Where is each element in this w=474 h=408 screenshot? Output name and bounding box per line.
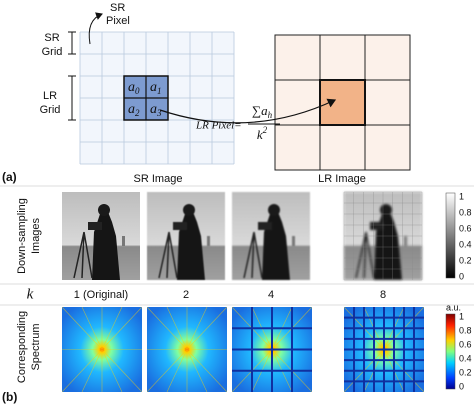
- cell-label: a0: [128, 80, 140, 96]
- colorbar-unit: a.u.: [446, 302, 461, 312]
- sr-grid: [79, 31, 235, 165]
- image-colorbar: [445, 192, 456, 279]
- formula-denominator: k2: [257, 125, 268, 142]
- sr-pixel-arrow: [88, 12, 103, 45]
- colorbar-tick-label: 0.2: [459, 367, 472, 377]
- lr-pixel: [320, 80, 365, 125]
- spectrum-image: [147, 307, 227, 392]
- sr-pixel-label: SR: [110, 2, 125, 14]
- down-sampled-image: [62, 192, 140, 280]
- spectrum-image: [62, 307, 142, 392]
- lr-grid-label: LR: [43, 90, 57, 102]
- row-label: Spectrum: [30, 323, 42, 370]
- down-sampled-image: [147, 192, 225, 280]
- lr-pixel-outline: [319, 79, 366, 126]
- column-label: 1 (Original): [74, 289, 128, 301]
- panels: 1 (Original) 2 4 8 1 0.8 0.6 0.4 0.2 0 1 0.8 0.6 0.4 0…: [62, 191, 472, 392]
- column-label: 8: [380, 289, 386, 301]
- cell-label: a3: [150, 102, 162, 118]
- colorbar-tick-label: 0.6: [459, 223, 472, 233]
- row-label: Images: [30, 217, 42, 254]
- spectrum-colorbar: [445, 313, 456, 390]
- sr-grid-label: SR: [44, 32, 59, 44]
- sr-grid-bracket: [68, 31, 76, 55]
- sr-pixel-label: Pixel: [106, 15, 130, 27]
- sr-image-label: SR Image: [134, 173, 183, 185]
- column-label: 4: [268, 289, 274, 301]
- colorbar-tick-label: 0.4: [459, 239, 472, 249]
- formula-numerator: ∑ah: [252, 103, 273, 120]
- colorbar-tick-label: 0.6: [459, 339, 472, 349]
- lr-grid-bracket: [68, 75, 76, 121]
- colorbar-tick-label: 0.8: [459, 207, 472, 217]
- mapping-arrow: [159, 98, 337, 124]
- formula-lhs: LR Pixel=: [195, 120, 242, 132]
- row-label: Down-sampling: [16, 198, 28, 274]
- colorbar-tick-label: 1: [459, 191, 464, 201]
- colorbar-tick-label: 0.4: [459, 353, 472, 363]
- colorbar-tick-label: 0: [459, 381, 464, 391]
- lr-grid-label: Grid: [40, 104, 61, 116]
- sr-grid-label: Grid: [42, 46, 63, 58]
- panel-label: (a): [2, 170, 17, 184]
- cell-label: a1: [150, 80, 162, 96]
- colorbar-tick-label: 0.8: [459, 325, 472, 335]
- row-label: k: [27, 286, 34, 302]
- colorbar-tick-label: 0: [459, 271, 464, 281]
- row-label: Corresponding: [16, 311, 28, 383]
- colorbar-tick-label: 0.2: [459, 255, 472, 265]
- colorbar-tick-label: 1: [459, 311, 464, 321]
- lr-image-label: LR Image: [318, 173, 366, 185]
- cell-label: a2: [128, 102, 140, 118]
- column-label: 2: [183, 289, 189, 301]
- panel-label: (b): [2, 390, 17, 404]
- down-sampled-image: [232, 192, 310, 280]
